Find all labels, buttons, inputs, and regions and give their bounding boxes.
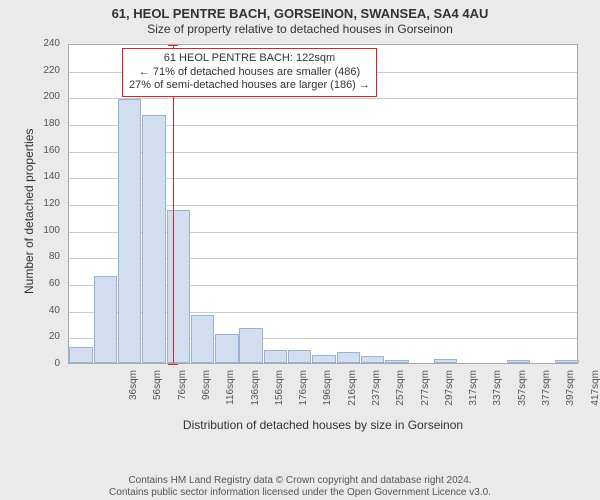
marker-info-line: ← 71% of detached houses are smaller (48… (129, 66, 370, 80)
x-axis-title: Distribution of detached houses by size … (68, 418, 578, 432)
histogram-bar (69, 347, 92, 363)
histogram-bar (361, 356, 384, 363)
x-tick-label: 116sqm (225, 370, 236, 420)
y-tick-label: 80 (6, 251, 60, 262)
x-tick-label: 156sqm (274, 370, 285, 420)
histogram-bar (288, 350, 311, 363)
x-tick-label: 36sqm (128, 370, 139, 420)
marker-info-line: 27% of semi-detached houses are larger (… (129, 79, 370, 93)
x-tick-label: 176sqm (298, 370, 309, 420)
histogram-bar (434, 359, 457, 363)
x-tick-label: 297sqm (444, 370, 455, 420)
x-tick-label: 277sqm (420, 370, 431, 420)
histogram-bar (239, 328, 262, 363)
gridline (69, 98, 577, 99)
x-tick-label: 216sqm (347, 370, 358, 420)
histogram-bar (507, 360, 530, 363)
x-tick-label: 317sqm (468, 370, 479, 420)
y-tick-label: 160 (6, 145, 60, 156)
histogram-bar (142, 115, 165, 363)
page-title: 61, HEOL PENTRE BACH, GORSEINON, SWANSEA… (6, 6, 594, 22)
histogram-bar (191, 315, 214, 363)
x-tick-label: 377sqm (541, 370, 552, 420)
x-tick-label: 136sqm (250, 370, 261, 420)
histogram-bar (555, 360, 578, 363)
y-tick-label: 20 (6, 331, 60, 342)
histogram-bar (264, 350, 287, 363)
y-tick-label: 180 (6, 118, 60, 129)
histogram-bar (312, 355, 335, 363)
y-tick-label: 0 (6, 358, 60, 369)
x-tick-label: 237sqm (371, 370, 382, 420)
y-tick-label: 140 (6, 171, 60, 182)
x-tick-label: 397sqm (565, 370, 576, 420)
marker-info-line: 61 HEOL PENTRE BACH: 122sqm (129, 52, 370, 66)
y-tick-label: 120 (6, 198, 60, 209)
histogram-bar (94, 276, 117, 363)
x-tick-label: 257sqm (395, 370, 406, 420)
histogram-bar (385, 360, 408, 363)
footer-line: Contains HM Land Registry data © Crown c… (0, 475, 600, 487)
y-tick-label: 220 (6, 65, 60, 76)
marker-cap (168, 364, 178, 365)
y-tick-label: 240 (6, 38, 60, 49)
histogram-bar (118, 99, 141, 363)
x-tick-label: 96sqm (201, 370, 212, 420)
y-tick-label: 100 (6, 225, 60, 236)
marker-info-box: 61 HEOL PENTRE BACH: 122sqm← 71% of deta… (122, 48, 377, 97)
x-tick-label: 417sqm (590, 370, 600, 420)
footer-attribution: Contains HM Land Registry data © Crown c… (0, 475, 600, 498)
x-tick-label: 56sqm (152, 370, 163, 420)
x-tick-label: 76sqm (177, 370, 188, 420)
page-root: 61, HEOL PENTRE BACH, GORSEINON, SWANSEA… (0, 0, 600, 500)
page-subtitle: Size of property relative to detached ho… (6, 22, 594, 36)
marker-cap (168, 45, 178, 46)
y-tick-label: 40 (6, 305, 60, 316)
footer-line: Contains public sector information licen… (0, 487, 600, 499)
x-tick-label: 357sqm (517, 370, 528, 420)
x-tick-label: 337sqm (492, 370, 503, 420)
x-tick-label: 196sqm (322, 370, 333, 420)
y-tick-label: 200 (6, 91, 60, 102)
histogram-bar (337, 352, 360, 363)
histogram-chart: Number of detached properties Distributi… (6, 40, 594, 446)
y-tick-label: 60 (6, 278, 60, 289)
histogram-bar (167, 210, 190, 363)
histogram-bar (215, 334, 238, 363)
